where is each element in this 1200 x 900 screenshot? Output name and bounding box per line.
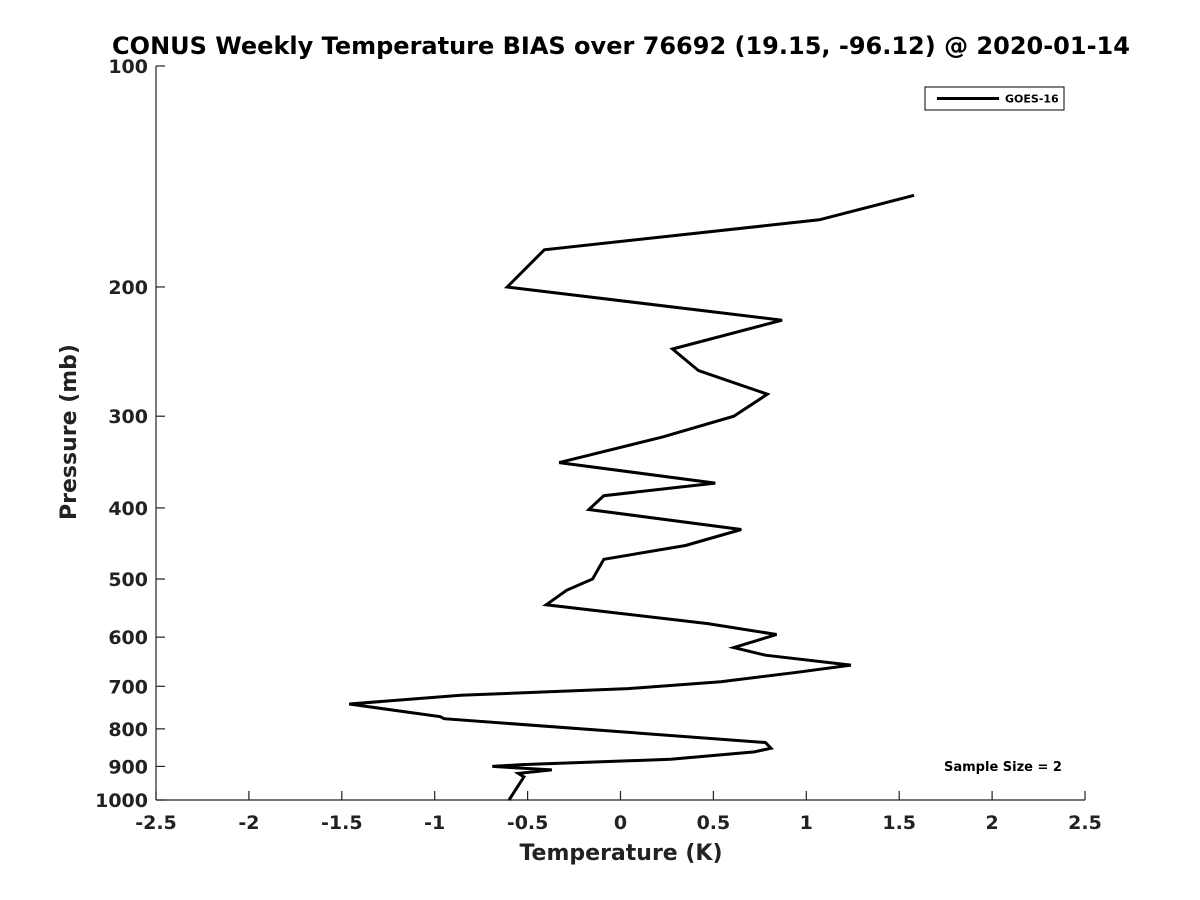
series-layer bbox=[348, 193, 915, 801]
series-line-goes16 bbox=[348, 193, 915, 801]
y-tick-label: 1000 bbox=[95, 790, 148, 812]
y-axis-label: Pressure (mb) bbox=[57, 344, 82, 520]
legend: GOES-16 bbox=[924, 86, 1065, 111]
x-tick-label: -2 bbox=[238, 812, 259, 834]
x-tick-label: -2.5 bbox=[135, 812, 177, 834]
x-tick-label: 0 bbox=[614, 812, 627, 834]
x-axis-label: Temperature (K) bbox=[519, 841, 722, 866]
y-tick-label: 700 bbox=[108, 676, 148, 698]
y-tick-label: 600 bbox=[108, 627, 148, 649]
x-axis-ticks: -2.5 -2 -1.5 -1 -0.5 0 0.5 1 1.5 2 2.5 bbox=[135, 791, 1102, 834]
chart-title: CONUS Weekly Temperature BIAS over 76692… bbox=[112, 32, 1130, 60]
y-tick-label: 900 bbox=[108, 756, 148, 778]
y-tick-label: 800 bbox=[108, 719, 148, 741]
x-tick-label: 1 bbox=[800, 812, 813, 834]
y-tick-label: 200 bbox=[108, 277, 148, 299]
y-tick-label: 400 bbox=[108, 498, 148, 520]
y-tick-label: 300 bbox=[108, 406, 148, 428]
sample-size-annotation: Sample Size = 2 bbox=[944, 760, 1062, 775]
x-tick-label: 2.5 bbox=[1068, 812, 1102, 834]
x-tick-label: 0.5 bbox=[697, 812, 731, 834]
x-tick-label: 1.5 bbox=[882, 812, 916, 834]
x-tick-label: -1 bbox=[424, 812, 445, 834]
y-tick-label: 100 bbox=[108, 56, 148, 78]
legend-label-goes16: GOES-16 bbox=[1005, 93, 1059, 106]
x-tick-label: -1.5 bbox=[321, 812, 363, 834]
y-tick-label: 500 bbox=[108, 569, 148, 591]
x-tick-label: -0.5 bbox=[507, 812, 549, 834]
y-axis-ticks: 100 200 300 400 500 600 700 800 900 1000 bbox=[95, 56, 165, 812]
x-tick-label: 2 bbox=[985, 812, 998, 834]
